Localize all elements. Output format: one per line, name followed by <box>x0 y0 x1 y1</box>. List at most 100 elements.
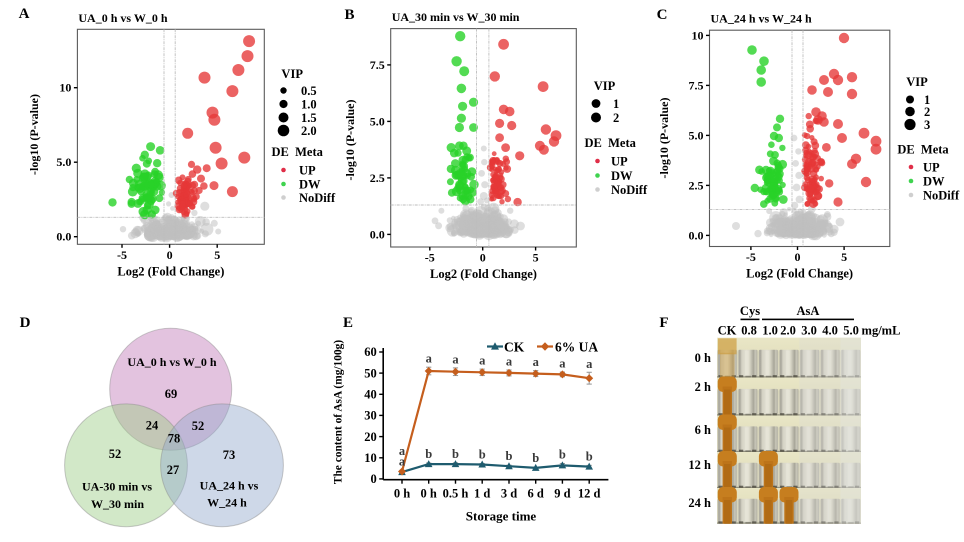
svg-text:-5: -5 <box>425 251 435 265</box>
svg-text:B: B <box>344 7 354 23</box>
svg-text:b: b <box>506 449 513 463</box>
svg-text:60: 60 <box>364 345 377 359</box>
svg-text:-5: -5 <box>746 250 756 264</box>
svg-text:UA-30 min vs: UA-30 min vs <box>82 480 152 494</box>
svg-text:a: a <box>506 355 513 369</box>
svg-text:20: 20 <box>364 430 377 444</box>
svg-text:W_30 min: W_30 min <box>91 497 144 511</box>
svg-text:E: E <box>343 315 353 331</box>
svg-text:10: 10 <box>59 81 71 95</box>
svg-text:52: 52 <box>109 447 122 461</box>
svg-text:0.0: 0.0 <box>370 227 385 241</box>
svg-text:0 h: 0 h <box>695 351 711 365</box>
svg-text:NoDiff: NoDiff <box>611 183 648 197</box>
svg-text:6 d: 6 d <box>528 487 544 501</box>
svg-text:-log10 (P-value): -log10 (P-value) <box>27 94 41 175</box>
svg-text:10: 10 <box>364 451 377 465</box>
svg-text:a: a <box>533 355 540 369</box>
svg-text:The content of AsA (mg/100g): The content of AsA (mg/100g) <box>333 340 345 484</box>
svg-text:-log10 (P-value): -log10 (P-value) <box>343 100 357 181</box>
svg-text:0.0: 0.0 <box>689 228 704 242</box>
svg-text:5: 5 <box>841 250 847 264</box>
svg-text:C: C <box>657 7 668 23</box>
svg-text:4.0: 4.0 <box>822 324 838 338</box>
svg-text:UA_24 h vs W_24 h: UA_24 h vs W_24 h <box>711 12 812 26</box>
svg-text:9 d: 9 d <box>554 487 570 501</box>
svg-text:DE Meta: DE Meta <box>585 136 637 150</box>
svg-text:2.5: 2.5 <box>689 178 704 192</box>
svg-text:0.0: 0.0 <box>56 230 71 244</box>
svg-text:Log2 (Fold Change): Log2 (Fold Change) <box>117 264 224 278</box>
svg-text:6% UA: 6% UA <box>555 340 598 355</box>
svg-text:0.8: 0.8 <box>741 324 757 338</box>
svg-text:0.5 h: 0.5 h <box>443 487 469 501</box>
svg-text:78: 78 <box>168 432 181 446</box>
svg-text:2.5: 2.5 <box>370 171 385 185</box>
svg-text:7.5: 7.5 <box>689 78 704 92</box>
svg-text:b: b <box>479 448 486 462</box>
svg-text:2.0: 2.0 <box>780 324 796 338</box>
svg-text:Cys: Cys <box>740 304 760 318</box>
svg-text:2: 2 <box>613 111 619 125</box>
svg-text:UP: UP <box>611 155 628 169</box>
svg-text:VIP: VIP <box>594 79 616 93</box>
svg-text:2 h: 2 h <box>695 380 711 394</box>
svg-text:UP: UP <box>923 161 940 175</box>
svg-text:0: 0 <box>480 251 486 265</box>
svg-text:UA_0 h vs W_0 h: UA_0 h vs W_0 h <box>78 11 167 25</box>
svg-text:UA_24 h vs: UA_24 h vs <box>200 479 259 493</box>
svg-text:3 d: 3 d <box>501 487 517 501</box>
svg-text:F: F <box>659 315 668 331</box>
svg-text:5.0: 5.0 <box>370 114 385 128</box>
svg-text:VIP: VIP <box>281 67 303 81</box>
svg-text:0: 0 <box>370 472 376 486</box>
svg-text:73: 73 <box>223 448 236 462</box>
svg-text:CK: CK <box>718 324 737 338</box>
svg-text:5: 5 <box>214 248 220 262</box>
svg-text:0 h: 0 h <box>421 487 437 501</box>
svg-text:40: 40 <box>364 388 377 402</box>
svg-text:Storage time: Storage time <box>466 509 537 524</box>
svg-text:a: a <box>479 354 486 368</box>
svg-text:mg/mL: mg/mL <box>862 324 901 338</box>
svg-text:b: b <box>425 447 432 461</box>
svg-text:DW: DW <box>299 178 321 192</box>
svg-text:Log2 (Fold Change): Log2 (Fold Change) <box>746 267 853 281</box>
svg-text:1.0: 1.0 <box>301 98 317 112</box>
svg-text:69: 69 <box>165 387 178 401</box>
svg-text:2.0: 2.0 <box>301 124 317 138</box>
svg-text:b: b <box>586 449 593 463</box>
svg-text:2: 2 <box>924 105 930 119</box>
svg-text:UA_30 min vs W_30 min: UA_30 min vs W_30 min <box>392 10 520 24</box>
svg-text:b: b <box>532 451 539 465</box>
svg-text:D: D <box>20 315 31 331</box>
svg-text:NoDiff: NoDiff <box>299 191 336 205</box>
svg-text:3: 3 <box>924 118 930 132</box>
svg-text:10: 10 <box>692 28 704 42</box>
svg-text:a: a <box>559 357 566 371</box>
svg-text:5.0: 5.0 <box>843 324 859 338</box>
svg-text:12 d: 12 d <box>578 487 601 501</box>
svg-text:a: a <box>452 352 459 366</box>
svg-text:a: a <box>586 357 593 371</box>
svg-text:0 h: 0 h <box>394 487 410 501</box>
svg-text:7.5: 7.5 <box>370 58 385 72</box>
svg-text:DE Meta: DE Meta <box>897 143 949 157</box>
svg-text:1: 1 <box>613 97 619 111</box>
svg-text:0: 0 <box>167 248 173 262</box>
svg-text:1 d: 1 d <box>474 487 490 501</box>
svg-text:NoDiff: NoDiff <box>923 189 960 203</box>
svg-text:6 h: 6 h <box>695 423 711 437</box>
svg-text:DW: DW <box>923 175 945 189</box>
svg-text:AsA: AsA <box>797 304 820 318</box>
svg-text:52: 52 <box>192 419 205 433</box>
svg-text:CK: CK <box>504 340 525 355</box>
svg-text:DE Meta: DE Meta <box>272 145 324 159</box>
svg-text:W_24 h: W_24 h <box>207 496 247 510</box>
svg-text:24 h: 24 h <box>688 496 711 510</box>
svg-text:VIP: VIP <box>906 75 928 89</box>
svg-text:UA_0 h vs W_0 h: UA_0 h vs W_0 h <box>127 355 216 369</box>
svg-text:24: 24 <box>146 419 159 433</box>
svg-text:5: 5 <box>533 251 539 265</box>
svg-text:27: 27 <box>167 463 180 477</box>
